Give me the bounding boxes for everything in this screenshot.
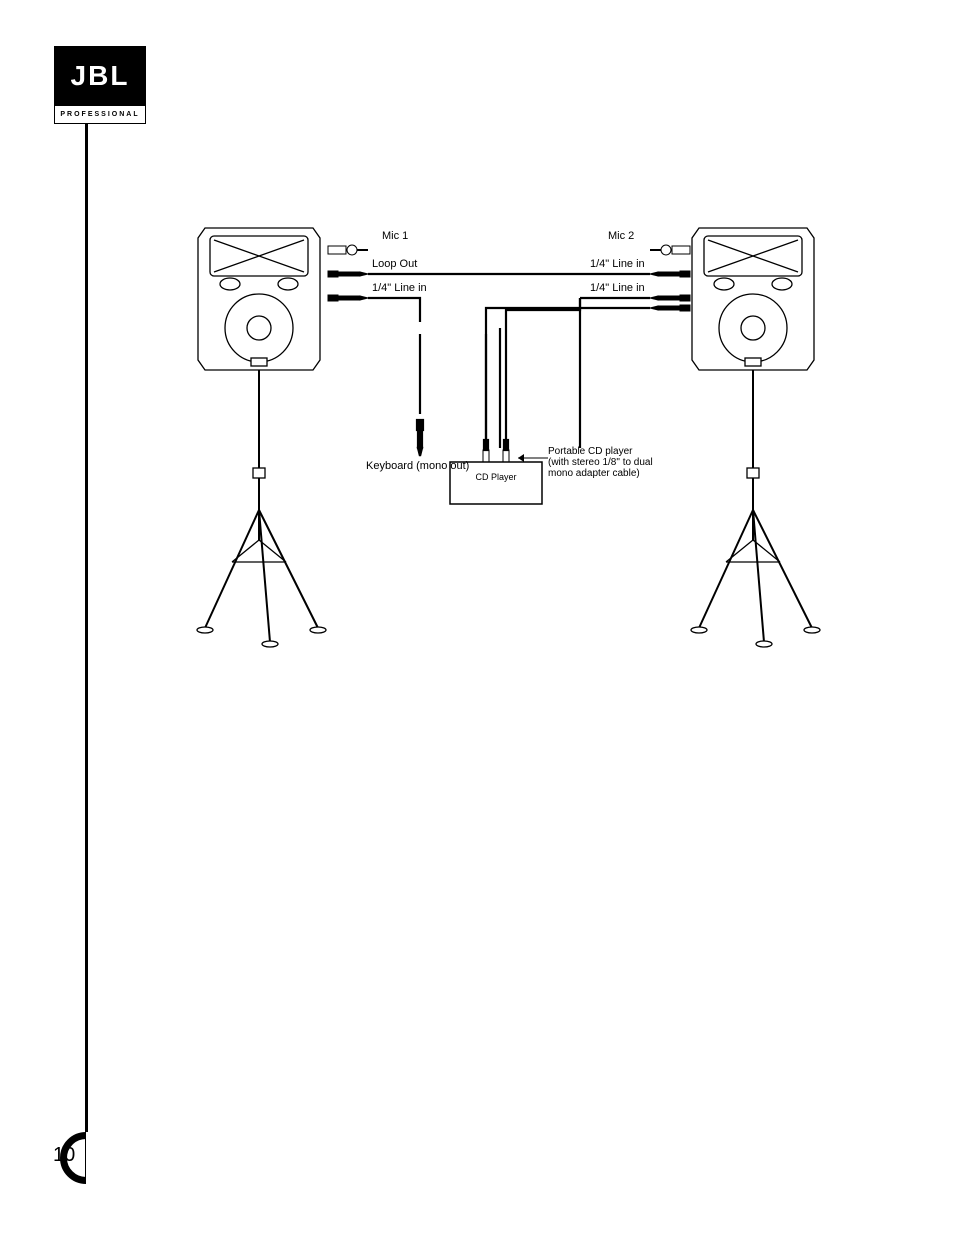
cables — [368, 274, 650, 464]
label-cd-desc: Portable CD player (with stereo 1/8" to … — [548, 446, 678, 479]
label-line-in-right-2: 1/4" Line in — [590, 282, 645, 294]
speaker-right — [691, 228, 820, 647]
label-loop-out: Loop Out — [372, 258, 417, 270]
label-mic2: Mic 2 — [608, 230, 634, 242]
page-number-mask — [86, 1132, 112, 1184]
connection-diagram: Mic 1 Mic 2 Loop Out 1/4" Line in 1/4" L… — [150, 210, 920, 660]
left-vertical-rule — [85, 46, 88, 1180]
brand-logo-sub: PROFESSIONAL — [54, 106, 146, 124]
brand-logo: JBL PROFESSIONAL — [54, 46, 146, 132]
diagram-svg — [150, 210, 920, 660]
connector-right-row3b — [650, 305, 690, 311]
page-number: 10 — [53, 1144, 75, 1167]
brand-logo-sub-text: PROFESSIONAL — [60, 111, 139, 118]
speaker-left — [197, 228, 326, 647]
connectors-right — [650, 245, 690, 301]
brand-logo-text: JBL — [71, 60, 130, 92]
brand-logo-top: JBL — [54, 46, 146, 106]
label-line-in-left: 1/4" Line in — [372, 282, 427, 294]
label-mic1: Mic 1 — [382, 230, 408, 242]
label-cd-box: CD Player — [468, 472, 524, 482]
label-keyboard: Keyboard (mono out) — [366, 460, 469, 472]
page-root: JBL PROFESSIONAL 10 — [0, 0, 954, 1235]
label-line-in-right-1: 1/4" Line in — [590, 258, 645, 270]
connectors-left — [328, 245, 368, 301]
